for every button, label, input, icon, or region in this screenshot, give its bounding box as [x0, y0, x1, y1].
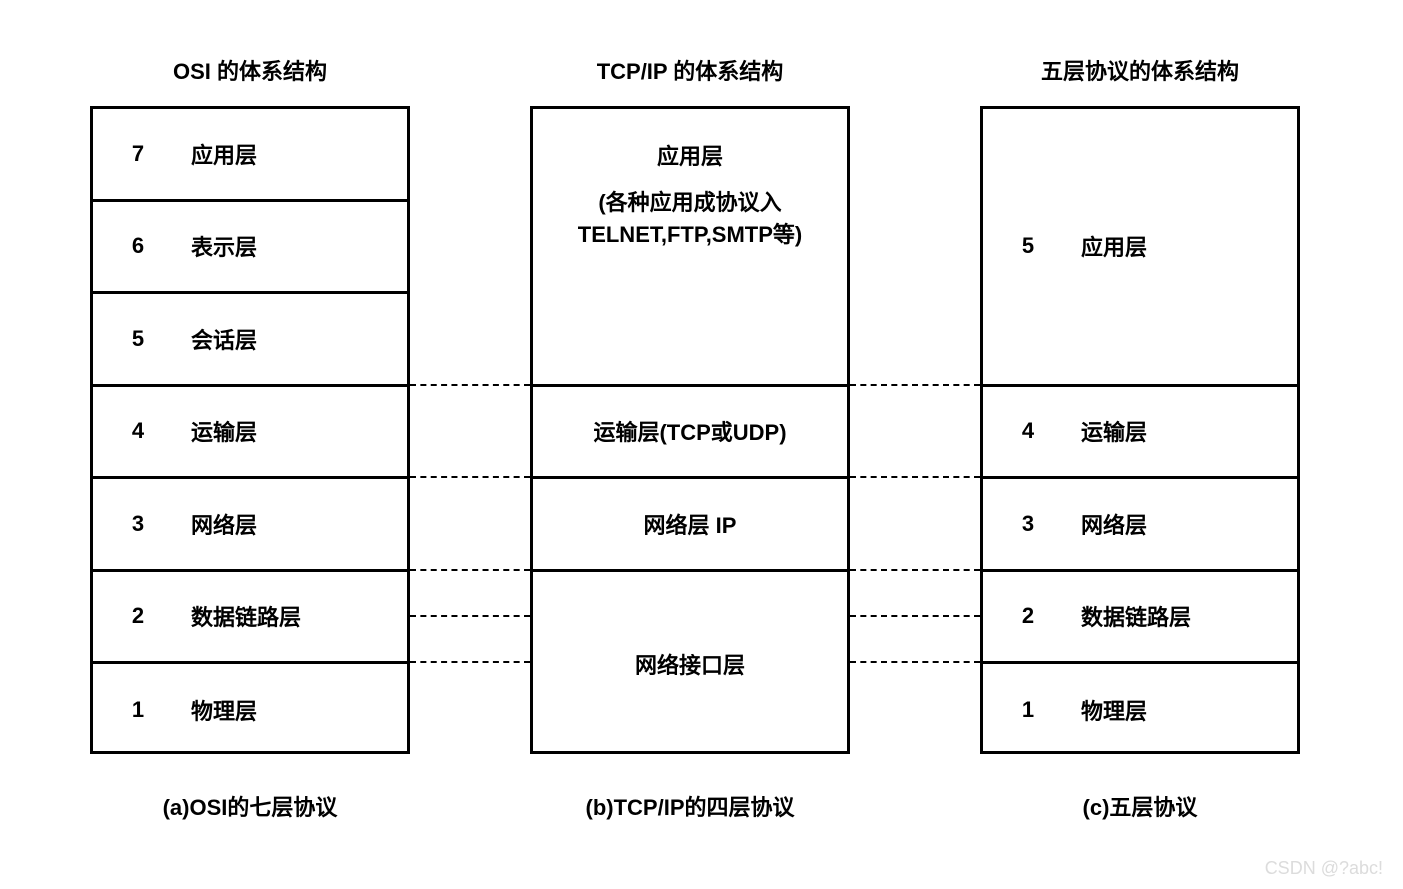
- layer-label: 应用层: [657, 139, 723, 171]
- layer-number: 3: [93, 511, 183, 537]
- layer-label: 运输层: [183, 415, 407, 447]
- layer-sublabel: (各种应用成协议入 TELNET,FTP,SMTP等): [578, 187, 803, 251]
- column-title-osi: OSI 的体系结构: [90, 54, 410, 86]
- layer-number: 2: [983, 603, 1073, 629]
- tcpip-layer-3: 网络接口层: [533, 572, 847, 757]
- five-layer-5: 5应用层: [983, 109, 1297, 387]
- caption-five: (c)五层协议: [980, 790, 1300, 822]
- five-layer-1: 1物理层: [983, 664, 1297, 757]
- layer-label: 物理层: [1073, 694, 1297, 726]
- stack-five: 5应用层4运输层3网络层2数据链路层1物理层: [980, 106, 1300, 754]
- connector-dash-left: [410, 661, 530, 663]
- layer-number: 6: [93, 233, 183, 259]
- stack-tcpip: 应用层 (各种应用成协议入 TELNET,FTP,SMTP等) 运输层(TCP或UD…: [530, 106, 850, 754]
- column-title-five: 五层协议的体系结构: [980, 54, 1300, 86]
- layer-number: 1: [983, 697, 1073, 723]
- layer-label: 运输层(TCP或UDP): [533, 415, 847, 447]
- five-layer-2: 2数据链路层: [983, 572, 1297, 665]
- connector-dash-right: [850, 384, 980, 386]
- layer-label: 运输层: [1073, 415, 1297, 447]
- caption-osi: (a)OSI的七层协议: [90, 790, 410, 822]
- layer-number: 5: [983, 233, 1073, 259]
- layer-number: 4: [983, 418, 1073, 444]
- diagram-canvas: OSI 的体系结构7应用层6表示层5会话层4运输层3网络层2数据链路层1物理层(…: [0, 0, 1403, 889]
- layer-label: 物理层: [183, 694, 407, 726]
- layer-label: 网络层: [183, 508, 407, 540]
- stack-osi: 7应用层6表示层5会话层4运输层3网络层2数据链路层1物理层: [90, 106, 410, 754]
- connector-dash-left: [410, 615, 530, 617]
- layer-label: 网络层: [1073, 508, 1297, 540]
- five-layer-3: 3网络层: [983, 479, 1297, 572]
- connector-dash-right: [850, 615, 980, 617]
- osi-layer-7: 7应用层: [93, 109, 407, 202]
- tcpip-layer-1: 运输层(TCP或UDP): [533, 387, 847, 480]
- layer-label: 表示层: [183, 230, 407, 262]
- layer-number: 5: [93, 326, 183, 352]
- layer-label: 数据链路层: [1073, 600, 1297, 632]
- layer-number: 2: [93, 603, 183, 629]
- layer-label: 网络层 IP: [533, 508, 847, 540]
- layer-label: 会话层: [183, 323, 407, 355]
- layer-label: 应用层: [1073, 230, 1297, 262]
- layer-number: 1: [93, 697, 183, 723]
- tcpip-layer-app: 应用层 (各种应用成协议入 TELNET,FTP,SMTP等): [533, 109, 847, 387]
- caption-tcpip: (b)TCP/IP的四层协议: [530, 790, 850, 822]
- osi-layer-2: 2数据链路层: [93, 572, 407, 665]
- tcpip-layer-2: 网络层 IP: [533, 479, 847, 572]
- layer-number: 7: [93, 141, 183, 167]
- connector-dash-left: [410, 384, 530, 386]
- layer-label: 数据链路层: [183, 600, 407, 632]
- column-title-tcpip: TCP/IP 的体系结构: [530, 54, 850, 86]
- connector-dash-right: [850, 476, 980, 478]
- five-layer-4: 4运输层: [983, 387, 1297, 480]
- osi-layer-3: 3网络层: [93, 479, 407, 572]
- layer-label: 网络接口层: [533, 648, 847, 680]
- watermark-text: CSDN @?abc!: [1265, 858, 1383, 879]
- connector-dash-left: [410, 569, 530, 571]
- connector-dash-right: [850, 661, 980, 663]
- layer-number: 3: [983, 511, 1073, 537]
- layer-label: 应用层: [183, 138, 407, 170]
- osi-layer-1: 1物理层: [93, 664, 407, 757]
- layer-number: 4: [93, 418, 183, 444]
- connector-dash-right: [850, 569, 980, 571]
- osi-layer-6: 6表示层: [93, 202, 407, 295]
- connector-dash-left: [410, 476, 530, 478]
- osi-layer-4: 4运输层: [93, 387, 407, 480]
- osi-layer-5: 5会话层: [93, 294, 407, 387]
